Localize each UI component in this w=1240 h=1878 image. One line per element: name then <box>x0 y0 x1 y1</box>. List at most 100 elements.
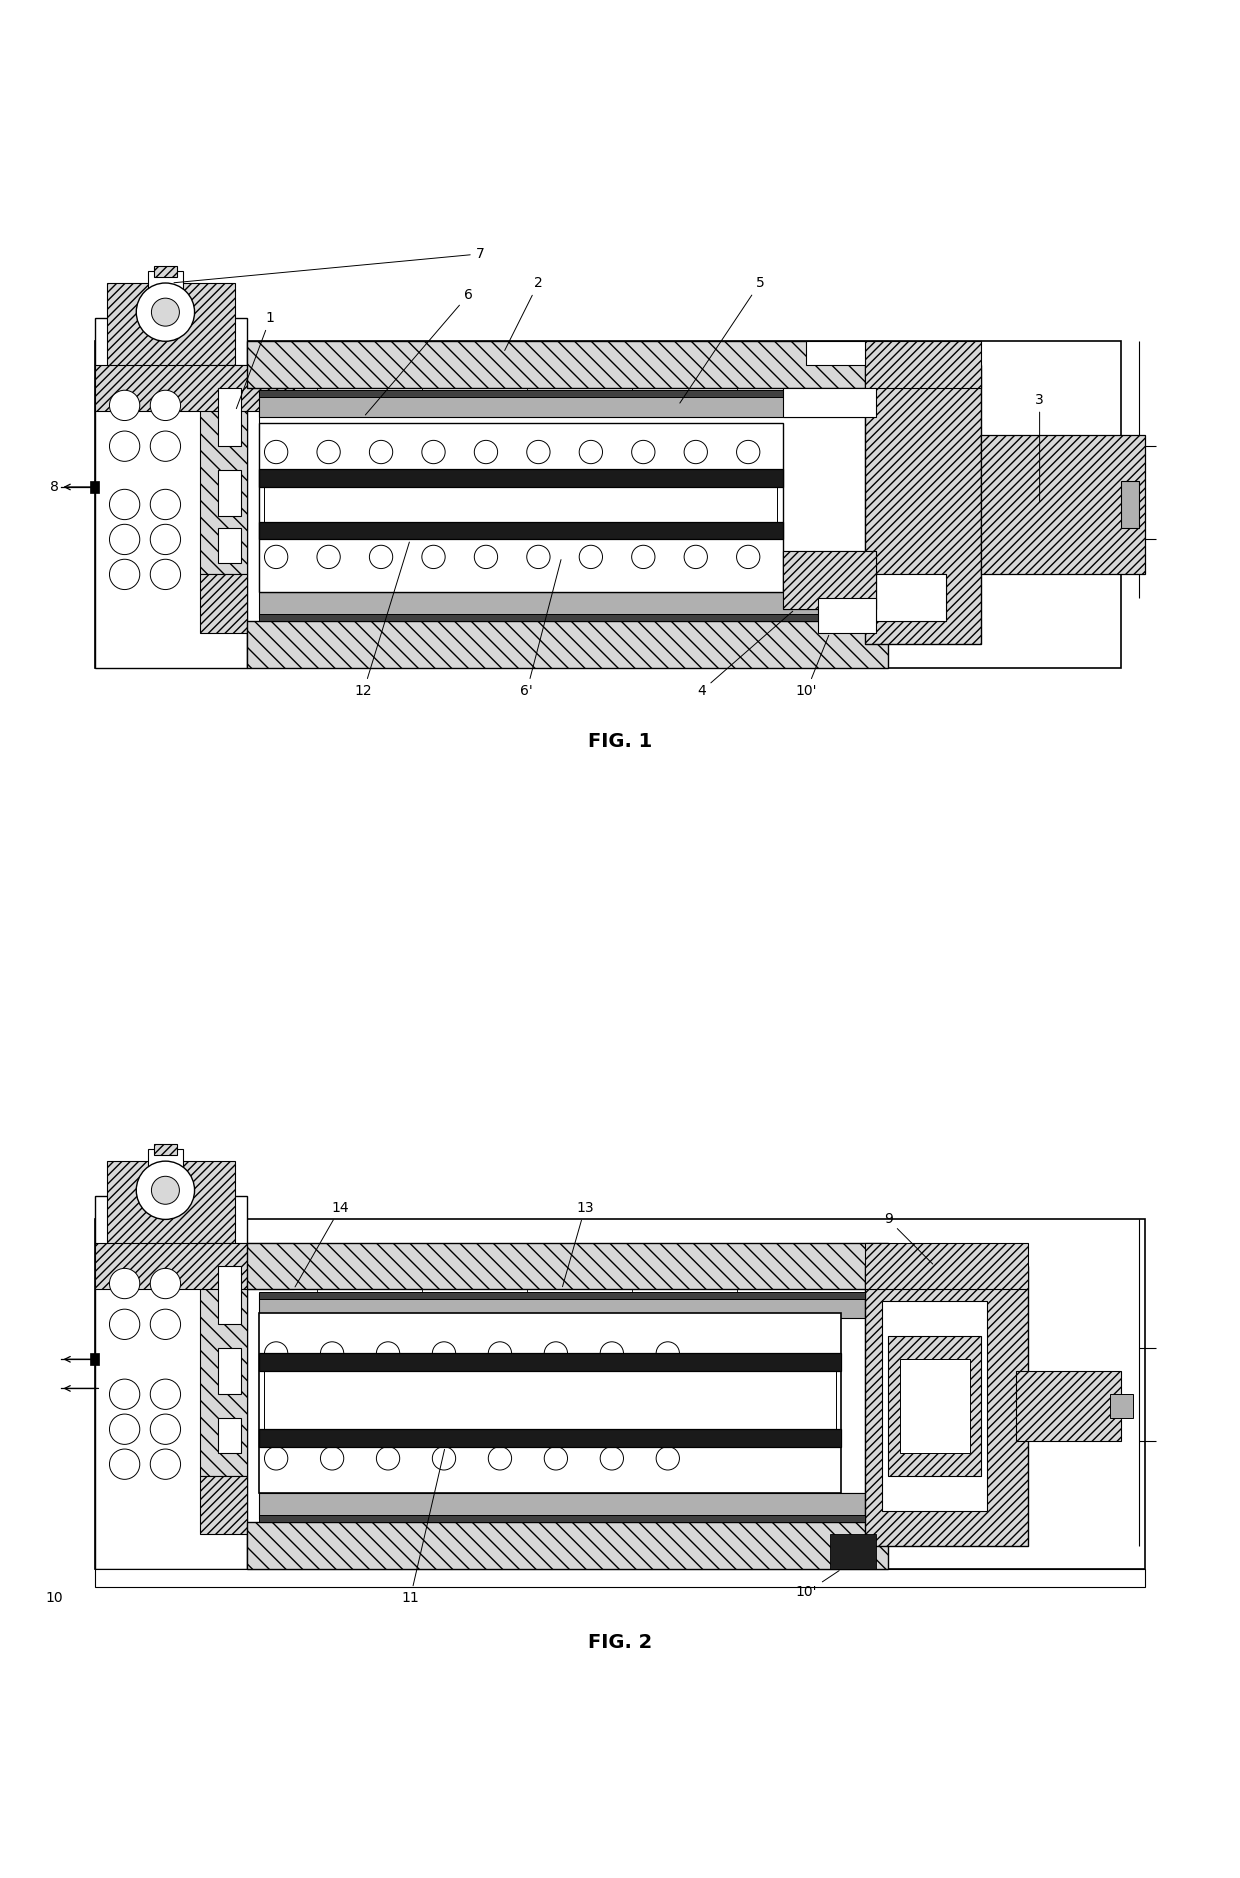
Bar <box>89 481 99 492</box>
Bar <box>201 1476 247 1534</box>
Circle shape <box>737 439 760 464</box>
Text: 5: 5 <box>680 276 764 404</box>
Bar <box>148 270 184 289</box>
Circle shape <box>656 1446 680 1470</box>
Circle shape <box>150 1268 181 1300</box>
Circle shape <box>684 545 707 569</box>
Circle shape <box>737 545 760 569</box>
Text: 9: 9 <box>884 1213 932 1264</box>
Bar <box>218 470 241 516</box>
Circle shape <box>591 1378 613 1399</box>
Circle shape <box>539 1378 560 1399</box>
Text: 3: 3 <box>1035 393 1044 501</box>
Circle shape <box>487 1412 508 1435</box>
Bar <box>107 284 236 389</box>
Circle shape <box>377 1341 399 1365</box>
Bar <box>201 1243 247 1476</box>
Bar <box>264 486 777 522</box>
Bar <box>981 434 1145 575</box>
Bar <box>784 550 877 608</box>
Bar <box>259 470 784 486</box>
Bar <box>259 592 864 618</box>
Circle shape <box>150 524 181 554</box>
Bar <box>259 1516 864 1523</box>
Bar <box>218 528 241 563</box>
Circle shape <box>317 439 340 464</box>
Circle shape <box>136 284 195 342</box>
Circle shape <box>320 1446 343 1470</box>
Circle shape <box>527 545 551 569</box>
Circle shape <box>150 1309 181 1339</box>
Bar <box>218 1418 241 1452</box>
Text: 10': 10' <box>796 1570 839 1600</box>
Circle shape <box>136 1161 195 1219</box>
Bar <box>218 1348 241 1393</box>
Bar <box>247 1243 888 1290</box>
Circle shape <box>422 439 445 464</box>
Bar <box>1017 1371 1121 1440</box>
Circle shape <box>591 1412 613 1435</box>
Bar <box>877 575 946 622</box>
Circle shape <box>151 299 180 327</box>
Bar <box>877 575 946 622</box>
Bar <box>259 1493 864 1519</box>
Circle shape <box>109 1450 140 1480</box>
Circle shape <box>109 432 140 462</box>
Circle shape <box>150 391 181 421</box>
Bar <box>259 1354 842 1371</box>
Bar <box>259 1429 842 1446</box>
Circle shape <box>382 1378 403 1399</box>
Bar <box>95 1196 247 1570</box>
Circle shape <box>474 545 497 569</box>
Circle shape <box>151 1176 180 1204</box>
Circle shape <box>684 439 707 464</box>
Circle shape <box>109 1268 140 1300</box>
Bar <box>259 1313 842 1493</box>
Bar <box>95 364 294 411</box>
Bar <box>806 342 864 364</box>
Text: 7: 7 <box>174 246 485 284</box>
Circle shape <box>264 439 288 464</box>
Circle shape <box>435 1412 455 1435</box>
Bar <box>883 1301 987 1510</box>
Circle shape <box>489 1341 512 1365</box>
Circle shape <box>150 490 181 520</box>
Circle shape <box>527 439 551 464</box>
Circle shape <box>109 524 140 554</box>
Text: 6: 6 <box>366 287 472 415</box>
Circle shape <box>150 432 181 462</box>
Circle shape <box>579 439 603 464</box>
Circle shape <box>579 545 603 569</box>
Bar <box>107 1161 236 1266</box>
Bar <box>201 364 247 575</box>
Circle shape <box>150 560 181 590</box>
Bar <box>259 1292 864 1318</box>
Bar <box>89 1354 99 1365</box>
Circle shape <box>600 1341 624 1365</box>
Circle shape <box>600 1446 624 1470</box>
Bar <box>247 622 888 669</box>
Circle shape <box>150 1378 181 1408</box>
Bar <box>95 1219 1145 1570</box>
Circle shape <box>330 1412 351 1435</box>
Bar <box>864 1243 1028 1290</box>
Bar <box>864 364 981 644</box>
Bar <box>154 1144 177 1155</box>
Text: 6': 6' <box>521 560 560 699</box>
Bar <box>864 342 981 389</box>
Circle shape <box>544 1446 568 1470</box>
Bar <box>1110 1393 1133 1418</box>
Circle shape <box>370 439 393 464</box>
Bar <box>264 1371 836 1429</box>
Bar <box>818 597 877 633</box>
Circle shape <box>278 1378 299 1399</box>
Text: FIG. 2: FIG. 2 <box>588 1634 652 1653</box>
Circle shape <box>109 1309 140 1339</box>
Text: 1: 1 <box>237 312 275 409</box>
Circle shape <box>264 1341 288 1365</box>
Text: 4: 4 <box>697 610 792 699</box>
Circle shape <box>320 1341 343 1365</box>
Text: 13: 13 <box>563 1200 594 1286</box>
Circle shape <box>150 1414 181 1444</box>
Circle shape <box>109 1414 140 1444</box>
